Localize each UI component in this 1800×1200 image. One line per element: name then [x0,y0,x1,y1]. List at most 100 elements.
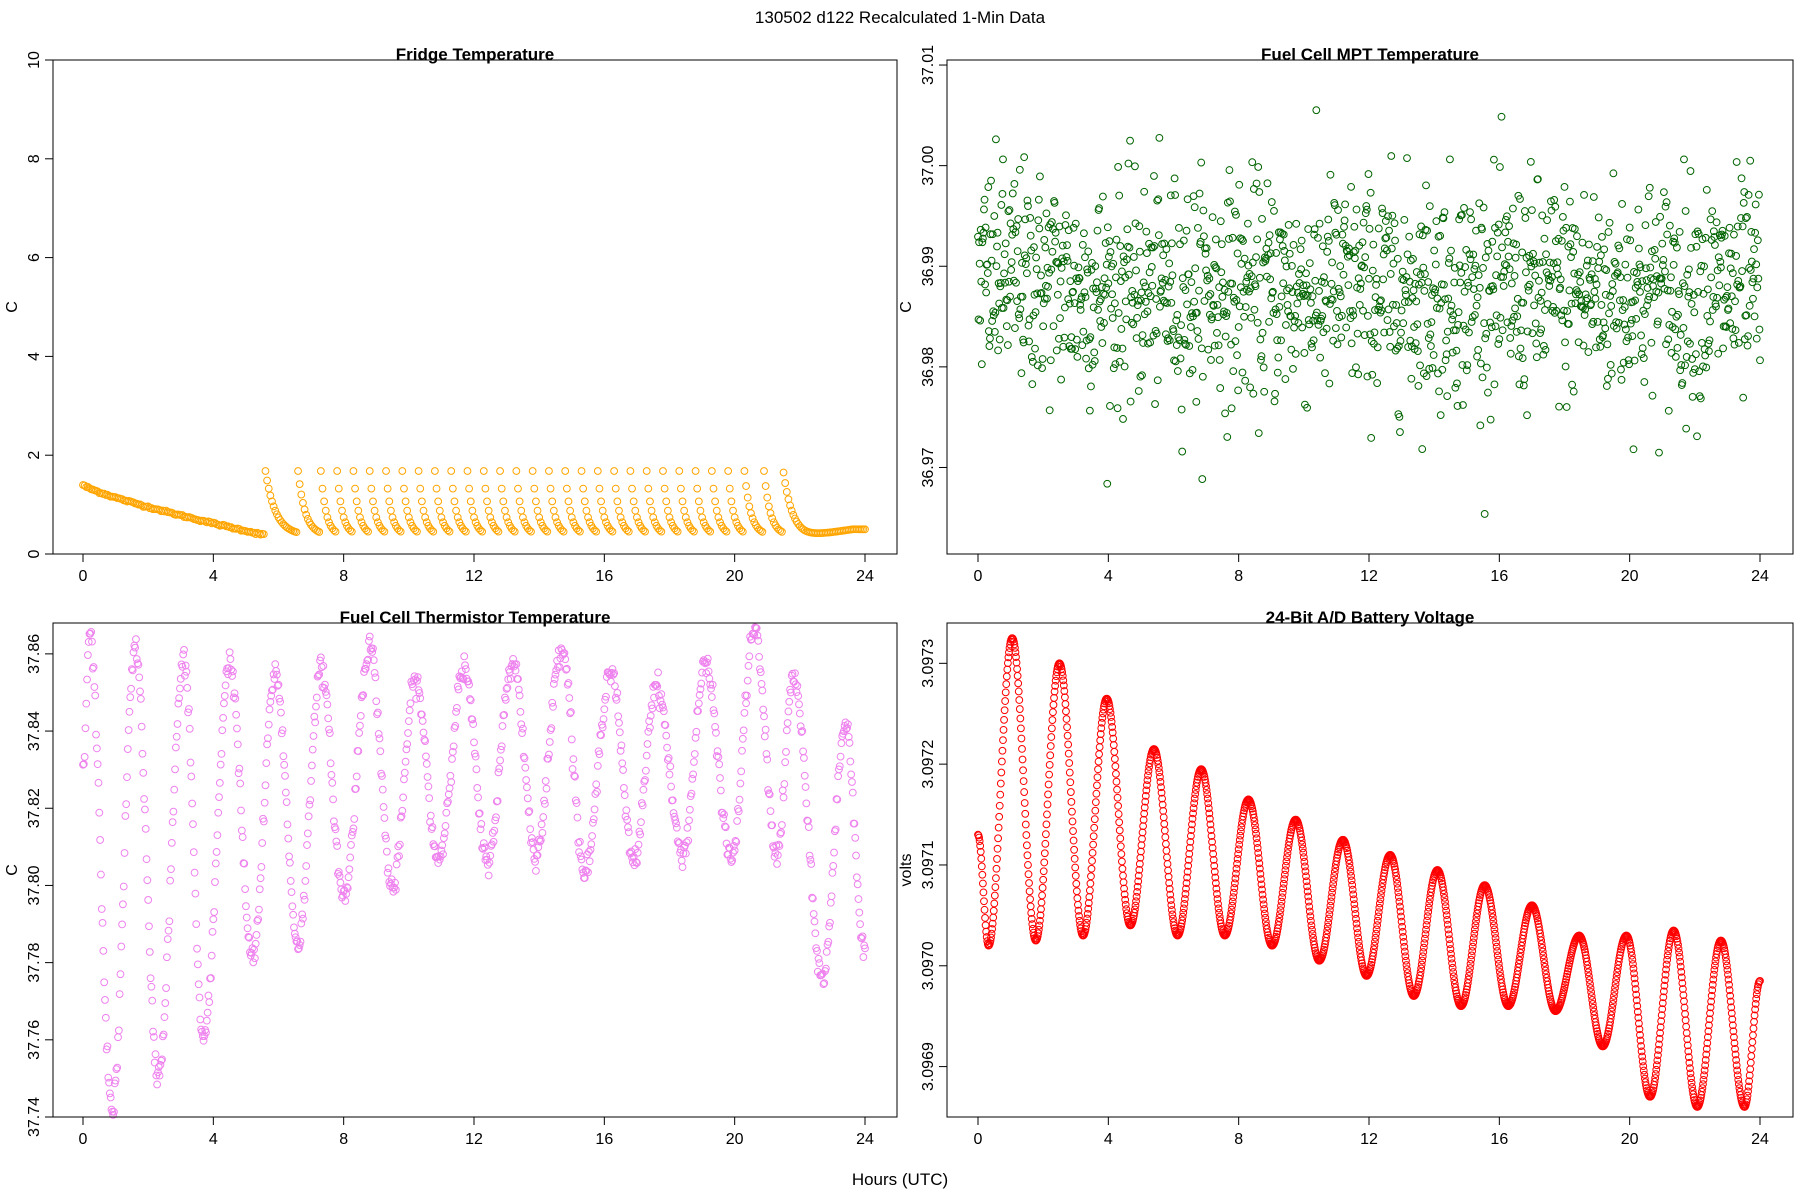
data-point [1217,268,1226,277]
data-point [998,190,1007,198]
data-point [1540,234,1549,243]
data-point [1421,225,1430,234]
battery-voltage-points [974,634,1764,1111]
y-tick-label: 36.98 [920,347,937,387]
data-point [1207,356,1215,364]
data-point [361,664,370,673]
data-point [1239,237,1247,245]
data-point [1332,230,1341,239]
data-point [1166,191,1175,200]
data-point [1559,226,1568,235]
y-tick-label: 37.74 [26,1097,43,1137]
data-point [1680,1003,1689,1012]
data-point [1114,309,1123,317]
data-point [1602,266,1611,275]
data-point [1179,904,1188,913]
data-point [1510,985,1519,994]
data-point [1129,253,1138,261]
data-point [372,513,381,522]
data-point [1354,933,1363,942]
data-point [814,954,823,963]
data-point [403,506,412,515]
data-point [1136,853,1145,862]
data-point [1109,741,1118,749]
data-point [1209,301,1218,310]
data-point [1279,279,1288,288]
data-point [1750,1011,1759,1020]
data-point [1417,960,1426,969]
data-point [1492,271,1500,280]
y-tick-label: 3.0969 [920,1042,937,1091]
data-point [1228,897,1237,906]
data-point [1379,275,1388,284]
data-point [1110,299,1119,308]
data-point [357,518,366,527]
data-point [1447,301,1456,310]
data-point [293,937,302,946]
data-point [1340,216,1349,225]
data-point [1727,1003,1736,1012]
data-point [694,707,702,716]
data-point [1299,853,1308,862]
data-point [1380,866,1389,874]
data-point [141,805,149,814]
data-point [1689,1090,1698,1099]
data-point [1040,236,1049,244]
data-point [1021,809,1030,818]
data-point [1668,307,1676,316]
data-point [1142,786,1151,795]
data-point [562,484,571,493]
data-point [1260,905,1269,913]
data-point [479,844,487,853]
data-point [1205,814,1214,823]
data-point [259,530,268,539]
data-point [405,706,414,715]
data-point [683,823,692,832]
data-point [1059,676,1068,685]
data-point [987,933,995,942]
data-point [1545,258,1554,267]
data-point [1326,300,1334,308]
data-point [1050,687,1059,696]
data-point [439,834,448,842]
data-point [1237,823,1246,832]
data-point [1375,297,1384,306]
data-point [1210,341,1219,350]
data-point [1156,302,1164,311]
data-point [786,688,795,697]
data-point [180,645,188,654]
data-point [483,497,491,506]
data-point [100,978,109,987]
battery-voltage-panel: 24-Bit A/D Battery Voltage volts 0 4 8 12 16… [898,608,1794,1148]
data-point [1444,925,1453,934]
data-point [1443,915,1452,924]
data-point [1617,365,1625,374]
data-point [193,944,201,953]
data-point [1463,361,1472,369]
data-point [981,223,990,232]
data-point [1443,920,1452,929]
data-point [793,681,802,690]
data-point [512,660,521,669]
data-point [84,638,93,646]
data-point [452,506,460,515]
data-point [1722,291,1731,300]
data-point [460,526,469,535]
data-point [992,874,1000,883]
x-tick-label: 20 [1621,1131,1639,1148]
x-tick-label: 24 [1751,1131,1769,1148]
data-point [736,779,745,788]
data-point [1303,291,1312,300]
data-point [471,518,480,527]
data-point [548,698,557,707]
data-point [352,772,361,781]
data-point [806,855,815,864]
data-point [1435,387,1443,396]
data-point [1484,246,1493,255]
data-point [1604,228,1613,236]
data-point [1253,318,1262,327]
data-point [778,527,786,536]
data-point [288,902,297,911]
data-point [347,831,356,840]
data-point [1683,270,1692,279]
